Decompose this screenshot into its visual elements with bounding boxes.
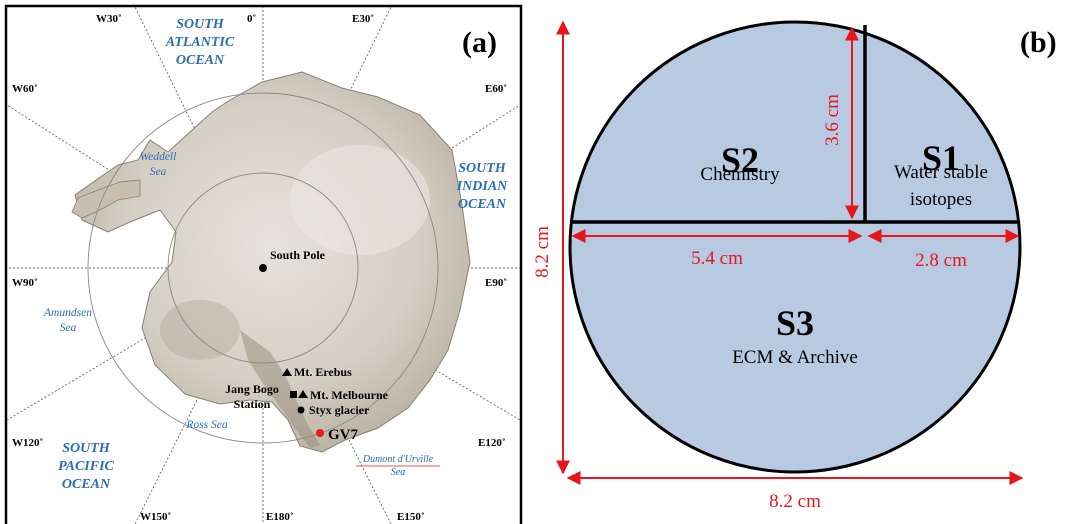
label-e60: E60˚ — [485, 83, 507, 95]
s3-title: S3 — [776, 303, 814, 343]
amundsen-sea-line1: Amundsen — [43, 307, 92, 319]
south-pacific-line1: SOUTH — [62, 441, 111, 456]
mt-melbourne-marker — [298, 390, 308, 398]
south-indian-line3: OCEAN — [458, 197, 507, 212]
south-atlantic-line3: OCEAN — [176, 53, 225, 68]
panel-b-label: (b) — [1020, 26, 1057, 59]
jang-bogo-marker — [290, 391, 297, 398]
label-e30: E30˚ — [352, 13, 374, 25]
weddell-sea-line2: Sea — [150, 166, 167, 178]
label-e120: E120˚ — [478, 437, 506, 449]
s2-width-label: 5.4 cm — [691, 248, 743, 269]
mt-melbourne-label: Mt. Melbourne — [310, 388, 389, 402]
s1-width-label: 2.8 cm — [915, 250, 967, 271]
label-e90: E90˚ — [485, 277, 507, 289]
label-w120: W120˚ — [12, 437, 43, 449]
ross-sea-label: Ross Sea — [185, 419, 227, 431]
amundsen-sea-line2: Sea — [60, 322, 77, 334]
s3-description: ECM & Archive — [732, 347, 858, 368]
ice-shading-west — [160, 300, 240, 360]
label-w90: W90˚ — [12, 277, 38, 289]
panel-b-diagram: (b) S2 Chemistry S1 Water stable isotope… — [532, 20, 1057, 512]
width-dimension-label: 8.2 cm — [769, 491, 821, 512]
south-pacific-line2: PACIFIC — [58, 459, 114, 474]
s1-line2: isotopes — [910, 189, 972, 210]
gv7-marker — [316, 429, 324, 437]
south-pole-marker — [259, 264, 267, 272]
south-atlantic-line1: SOUTH — [176, 17, 225, 32]
label-0: 0˚ — [247, 13, 256, 25]
panel-a-map: W30˚ 0˚ E30˚ W60˚ E60˚ W90˚ E90˚ W120˚ E… — [4, 4, 523, 524]
s1-line1: Water stable — [894, 162, 988, 183]
s2-height-label: 3.6 cm — [822, 94, 843, 146]
dumont-sea-line1: Dumont d'Urville — [362, 454, 434, 465]
transantarctic-mountains — [240, 330, 320, 448]
mt-erebus-marker — [282, 368, 292, 376]
ice-shading-east — [290, 145, 430, 255]
label-w30: W30˚ — [96, 13, 122, 25]
latitude-circle-outer — [87, 92, 439, 444]
label-w60: W60˚ — [12, 83, 38, 95]
mt-erebus-label: Mt. Erebus — [294, 365, 352, 379]
dumont-sea-line2: Sea — [391, 467, 405, 478]
antarctic-peninsula — [71, 179, 141, 219]
panel-a-label: (a) — [462, 26, 497, 59]
weddell-sea-line1: Weddell — [140, 151, 177, 163]
core-circle — [568, 20, 1022, 474]
label-e180: E180˚ — [266, 511, 294, 523]
south-pole-label: South Pole — [270, 248, 326, 262]
label-w150: W150˚ — [140, 511, 171, 523]
styx-glacier-marker — [297, 406, 305, 414]
height-dimension-label: 8.2 cm — [532, 226, 553, 278]
south-atlantic-line2: ATLANTIC — [165, 35, 235, 50]
s2-title: S2 — [721, 140, 759, 180]
s1-title: S1 — [922, 138, 960, 178]
s2-description: Chemistry — [700, 164, 780, 185]
south-indian-line1: SOUTH — [458, 161, 507, 176]
styx-glacier-label: Styx glacier — [309, 403, 370, 417]
jang-bogo-line1: Jang Bogo — [225, 382, 279, 396]
latitude-circle-inner — [167, 172, 359, 364]
jang-bogo-line2: Station — [234, 397, 271, 411]
south-pacific-line3: OCEAN — [62, 477, 111, 492]
gv7-label: GV7 — [328, 427, 359, 443]
south-indian-line2: INDIAN — [456, 179, 508, 194]
label-e150: E150˚ — [397, 511, 425, 523]
